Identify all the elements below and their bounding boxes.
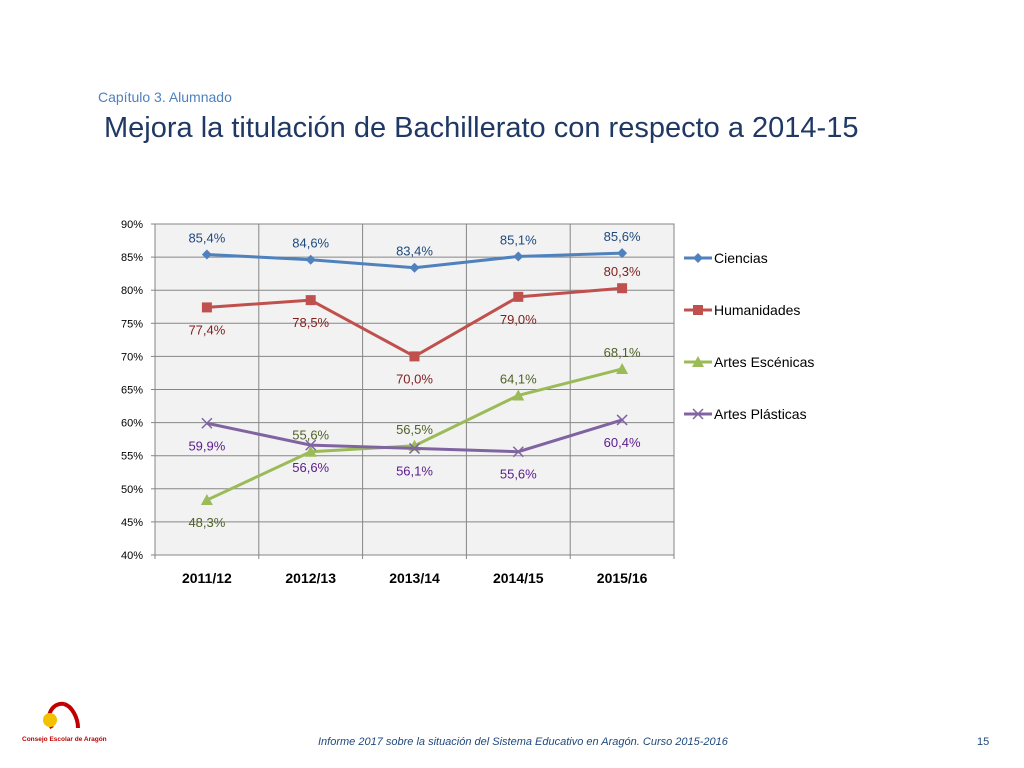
legend-label: Humanidades bbox=[714, 302, 800, 318]
data-label: 55,6% bbox=[500, 467, 537, 482]
y-tick-label: 55% bbox=[121, 451, 143, 463]
data-point bbox=[409, 351, 420, 362]
data-label: 48,3% bbox=[188, 515, 225, 530]
data-label: 59,9% bbox=[188, 438, 225, 453]
legend-label: Artes Plásticas bbox=[714, 406, 807, 422]
y-tick-label: 85% bbox=[121, 252, 143, 264]
footer-text: Informe 2017 sobre la situación del Sist… bbox=[318, 736, 728, 748]
logo-caption: Consejo Escolar de Aragón bbox=[22, 736, 107, 743]
data-label: 79,0% bbox=[500, 312, 537, 327]
data-label: 78,5% bbox=[292, 315, 329, 330]
x-tick-label: 2012/13 bbox=[285, 570, 336, 586]
data-label: 85,1% bbox=[500, 232, 537, 247]
data-label: 60,4% bbox=[604, 435, 641, 450]
y-tick-label: 70% bbox=[121, 351, 143, 363]
data-point bbox=[617, 283, 628, 294]
data-label: 80,3% bbox=[604, 264, 641, 279]
chapter-subtitle: Capítulo 3. Alumnado bbox=[98, 89, 232, 105]
page-number: 15 bbox=[977, 736, 990, 748]
data-label: 85,6% bbox=[604, 229, 641, 244]
data-label: 64,1% bbox=[500, 371, 537, 386]
data-point bbox=[201, 417, 213, 429]
data-point bbox=[200, 494, 213, 506]
data-point bbox=[201, 249, 212, 260]
data-label: 56,5% bbox=[396, 422, 433, 437]
x-tick-label: 2013/14 bbox=[389, 570, 440, 586]
legend-marker bbox=[693, 305, 703, 315]
legend-label: Artes Escénicas bbox=[714, 354, 814, 370]
y-tick-label: 40% bbox=[121, 550, 143, 562]
legend-marker bbox=[693, 253, 703, 263]
y-tick-label: 75% bbox=[121, 318, 143, 330]
data-label: 77,4% bbox=[188, 322, 225, 337]
data-label: 84,6% bbox=[292, 236, 329, 251]
data-label: 70,0% bbox=[396, 371, 433, 386]
legend-marker bbox=[692, 356, 704, 367]
data-label: 85,4% bbox=[188, 230, 225, 245]
data-point bbox=[201, 302, 212, 313]
x-tick-label: 2011/12 bbox=[182, 570, 232, 586]
data-label: 68,1% bbox=[604, 345, 641, 360]
x-tick-label: 2014/15 bbox=[493, 570, 544, 586]
data-point bbox=[305, 254, 316, 265]
data-point bbox=[617, 248, 628, 259]
y-tick-label: 50% bbox=[121, 484, 143, 496]
data-point bbox=[305, 439, 317, 451]
y-tick-label: 65% bbox=[121, 385, 143, 397]
data-point bbox=[616, 362, 629, 374]
y-tick-label: 90% bbox=[121, 219, 143, 231]
y-tick-label: 45% bbox=[121, 517, 143, 529]
legend-label: Ciencias bbox=[714, 250, 768, 266]
data-point bbox=[512, 389, 525, 401]
y-tick-label: 60% bbox=[121, 418, 143, 430]
data-point bbox=[513, 291, 524, 302]
data-point bbox=[305, 295, 316, 306]
data-point bbox=[616, 414, 628, 426]
data-point bbox=[408, 442, 421, 454]
page-title: Mejora la titulación de Bachillerato con… bbox=[104, 112, 859, 144]
consejo-escolar-logo bbox=[43, 701, 80, 729]
data-label: 56,6% bbox=[292, 460, 329, 475]
data-point bbox=[512, 446, 524, 458]
y-tick-label: 80% bbox=[121, 285, 143, 297]
data-label: 83,4% bbox=[396, 244, 433, 259]
x-tick-label: 2015/16 bbox=[597, 570, 648, 586]
data-point bbox=[409, 262, 420, 273]
data-label: 55,6% bbox=[292, 428, 329, 443]
data-label: 56,1% bbox=[396, 463, 433, 478]
data-point bbox=[304, 445, 317, 457]
legend-marker bbox=[692, 408, 704, 420]
data-point bbox=[513, 251, 524, 262]
